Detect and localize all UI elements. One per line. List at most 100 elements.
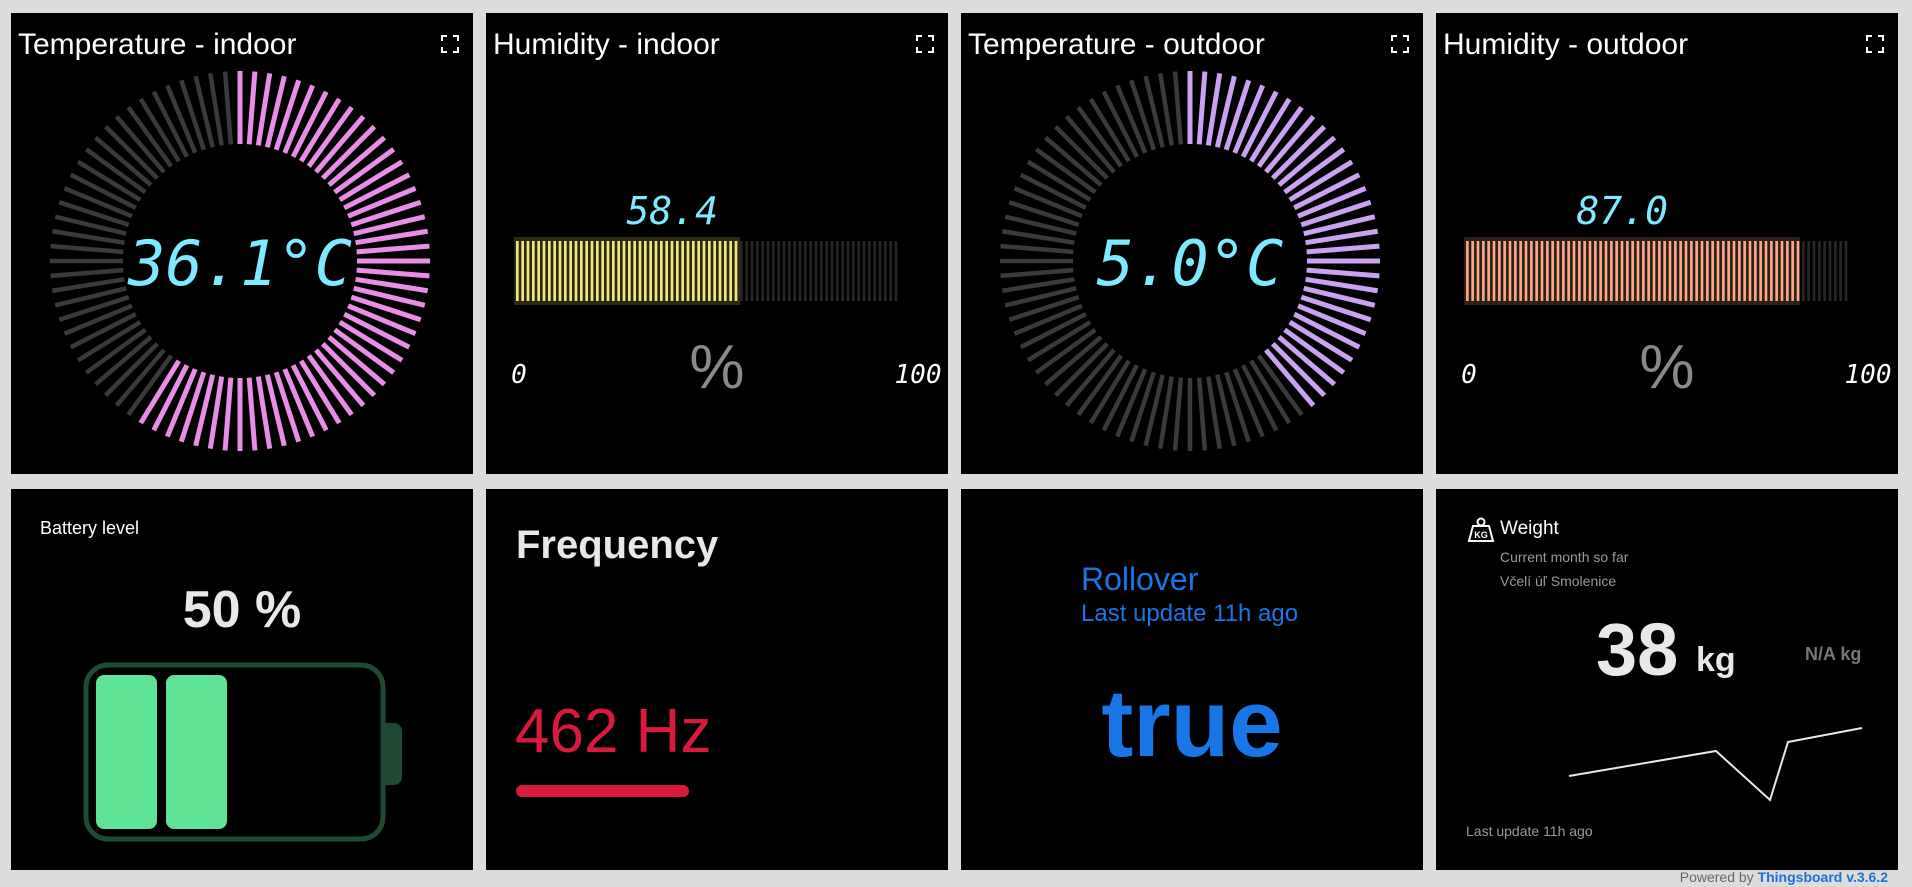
bar-segment [894,241,898,301]
gauge-tick-active [320,341,377,398]
weight-sparkline [1568,727,1863,802]
bar-segment-active [537,241,540,301]
bar-segment-active [1492,241,1496,301]
gauge-tick-active [273,79,302,151]
gauge-tick-active [193,374,216,447]
bar-segment-active [1738,241,1741,301]
gauge-tick-active [353,214,426,237]
gauge-tick [1026,320,1092,363]
gauge-tick [1172,377,1184,451]
gauge-value: 58.4 [626,189,718,233]
temperature-indoor-widget: Temperature - indoor 36.1°C [11,13,473,474]
bar-segment-active [585,241,588,301]
bar-segment [809,241,812,301]
bar-segment [750,241,754,301]
bar-glow [514,237,741,305]
battery-level-widget: Battery level 50 % [11,489,473,870]
bar-segment-active [633,241,636,301]
bar-segment-active [1514,241,1517,301]
gauge-tick-active [1306,243,1380,255]
gauge-tick [104,342,159,397]
widget-title: Rollover [1081,561,1199,597]
bar-segment-active [1700,241,1704,301]
gauge-tick-active [338,320,404,363]
thingsboard-link[interactable]: Thingsboard v.3.6.2 [1757,869,1888,885]
radial-gauge: 36.1°C [50,71,430,451]
fullscreen-icon[interactable] [439,33,461,55]
gauge-max: 100 [1845,360,1892,390]
bar-segment-active [516,241,519,301]
frequency-bar [516,785,689,797]
bar-segment-active [1695,241,1698,301]
widget-subtitle-device: Včelí úľ Smolenice [1500,573,1617,589]
bar-segment [846,241,850,301]
radial-gauge: 5.0°C [1000,71,1380,451]
gauge-tick [126,105,174,168]
gauge-tick [114,348,166,407]
fullscreen-icon[interactable] [1864,33,1886,55]
bar-segment-active [617,241,620,301]
last-update: Last update 11h ago [1081,600,1299,627]
gauge-tick [84,147,147,195]
gauge-tick-active [246,377,258,451]
gauge-tick-active [151,364,190,432]
weight-unit: kg [1696,641,1736,679]
gauge-tick [1129,79,1156,151]
gauge-tick-active [355,228,429,246]
bar-segment-active [1764,241,1768,301]
fullscreen-icon[interactable] [1389,33,1411,55]
gauge-tick-active [207,376,225,450]
gauge-tick-active [1214,75,1237,148]
gauge-tick [1129,371,1156,443]
gauge-tick [76,320,142,363]
gauge-tick [1000,243,1074,255]
bar-segment-active [1482,241,1485,301]
bar-segment-active [649,241,652,301]
bar-segment-active [638,241,642,301]
gauge-tick-active [299,97,342,163]
bar-segment [756,241,759,301]
bar-segment-active [606,241,610,301]
gauge-tick-active [1249,97,1292,163]
gauge-tick-active [355,276,429,294]
gauge-tick-active [299,359,342,425]
gauge-tick [104,125,159,180]
gauge-tick-active [255,72,273,146]
gauge-tick-active [164,368,198,438]
gauge-tick-active [314,114,366,174]
battery-icon [83,662,402,842]
bar-segment-active [628,241,631,301]
fullscreen-icon[interactable] [914,33,936,55]
bar-segment [825,241,828,301]
battery-cell [166,675,227,829]
bar-segment-active [697,241,700,301]
gauge-tick-active [282,84,316,154]
gauge-tick-active [1205,72,1223,146]
bar-segment-active [1610,241,1613,301]
gauge-tick [1158,376,1174,450]
gauge-tick-active [264,75,287,148]
gauge-tick-active [1293,311,1361,350]
bar-segment-active [1663,241,1666,301]
bar-segment-active [1711,241,1714,301]
bar-segment-active [1540,241,1544,301]
gauge-tick [1143,75,1165,148]
gauge-tick-active [282,368,316,438]
gauge-tick-active [264,374,287,447]
bar-segment-active [660,241,663,301]
gauge-tick [138,97,181,163]
bar-segment [852,241,855,301]
gauge-tick [1232,368,1265,438]
gauge-tick-active [222,377,234,451]
bar-segment-active [670,241,674,301]
weight-widget: KG Weight Current month so far Včelí úľ … [1436,489,1898,870]
bar-segment [793,241,796,301]
bar-segment-active [1631,241,1634,301]
gauge-tick-active [314,348,366,408]
widget-title: Temperature - outdoor [968,28,1265,61]
gauge-tick [54,286,127,308]
bar-segment-active [1652,241,1656,301]
bar-segment-active [718,241,722,301]
bar-segment-active [1594,241,1597,301]
bar-segment-active [612,241,615,301]
